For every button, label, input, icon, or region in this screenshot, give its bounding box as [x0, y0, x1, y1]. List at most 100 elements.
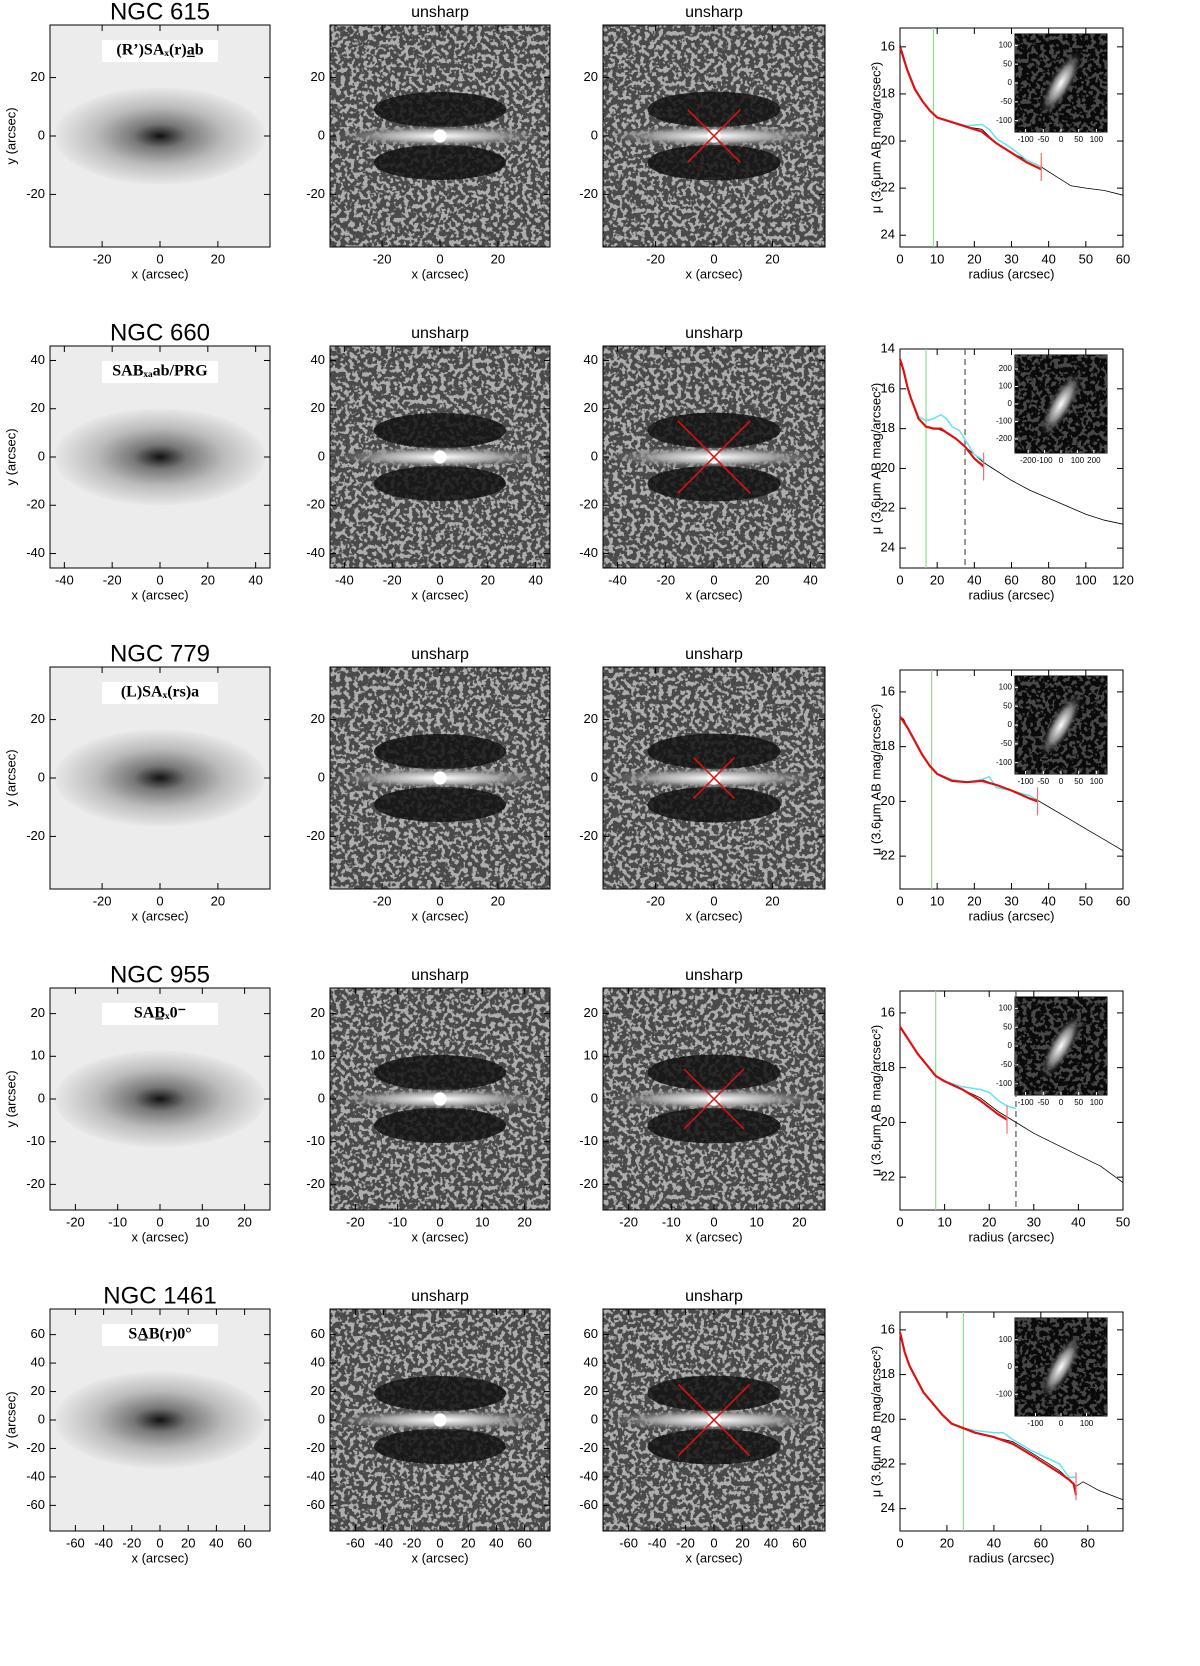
y-axis-label: μ (3.6μm AB mag/arcsec²)	[868, 62, 883, 214]
x-axis-label: x (arcsec)	[131, 908, 188, 923]
panel-title: NGC 615	[110, 0, 210, 25]
y-tick-label: 0	[318, 127, 325, 142]
inset-galaxy	[1039, 1012, 1083, 1080]
x-tick-label: 100	[1075, 572, 1097, 587]
x-tick-label: 0	[710, 1535, 717, 1550]
inset-x-tick-label: -100	[1018, 1098, 1035, 1107]
x-tick-label: -40	[374, 1535, 393, 1550]
inset-y-tick-label: 0	[1008, 720, 1013, 729]
inset-x-tick-label: -50	[1038, 135, 1050, 144]
profile-line	[899, 1026, 1008, 1121]
x-tick-label: 0	[156, 572, 163, 587]
x-tick-label: 60	[1004, 572, 1018, 587]
x-tick-label: -40	[335, 572, 354, 587]
x-tick-label: 0	[896, 1535, 903, 1550]
x-tick-label: 20	[181, 1535, 195, 1550]
y-tick-label: 20	[311, 1005, 325, 1020]
y-tick-label: 20	[881, 793, 895, 808]
y-tick-label: -20	[306, 186, 325, 201]
inset-y-tick-label: -200	[996, 434, 1013, 443]
x-tick-label: 20	[517, 1214, 531, 1229]
x-tick-label: 50	[1079, 893, 1093, 908]
panel-subtitle: (L)SAₓ(rs)a	[121, 684, 199, 701]
x-tick-label: 40	[1041, 251, 1055, 266]
panel-title: unsharp	[411, 646, 469, 663]
y-axis-label: y (arcsec)	[3, 1391, 18, 1448]
inset-x-tick-label: 200	[1087, 456, 1101, 465]
y-tick-label: 0	[318, 1411, 325, 1426]
y-tick-label: -40	[26, 1468, 45, 1483]
y-tick-label: -10	[579, 1133, 598, 1148]
inset-y-tick-label: -100	[996, 758, 1013, 767]
panel-title: unsharp	[411, 967, 469, 984]
x-axis-label: x (arcsec)	[131, 1550, 188, 1565]
panel-title: unsharp	[411, 4, 469, 21]
galaxy	[54, 1371, 266, 1469]
x-axis-label: x (arcsec)	[131, 266, 188, 281]
x-tick-label: 20	[491, 251, 505, 266]
y-tick-label: 10	[584, 1048, 598, 1063]
y-tick-label: 40	[311, 1355, 325, 1370]
y-tick-label: 24	[881, 1500, 895, 1515]
image	[330, 25, 550, 247]
inset-x-tick-label: -100	[1018, 777, 1035, 786]
x-tick-label: 80	[1081, 1535, 1095, 1550]
y-tick-label: 24	[881, 227, 895, 242]
image	[603, 667, 825, 889]
y-tick-label: 16	[881, 1321, 895, 1336]
x-tick-label: 60	[1116, 251, 1130, 266]
nucleus	[433, 771, 447, 785]
x-tick-label: -60	[66, 1535, 85, 1550]
x-tick-label: -20	[656, 572, 675, 587]
x-tick-label: 0	[156, 893, 163, 908]
y-tick-label: 40	[311, 352, 325, 367]
x-tick-label: -40	[94, 1535, 113, 1550]
dark-lobe	[647, 91, 781, 128]
plot-frame	[899, 1311, 1124, 1532]
x-tick-label: 20	[765, 251, 779, 266]
inset-y-tick-label: 100	[999, 1335, 1013, 1344]
y-tick-label: -20	[26, 186, 45, 201]
y-tick-label: 0	[38, 769, 45, 784]
inset-x-tick-label: 50	[1074, 135, 1083, 144]
x-tick-label: 20	[765, 893, 779, 908]
y-tick-label: -20	[306, 1176, 325, 1191]
x-tick-label: 20	[211, 251, 225, 266]
nucleus	[433, 1413, 447, 1427]
image	[330, 667, 550, 889]
y-tick-label: -10	[26, 1133, 45, 1148]
y-tick-label: 0	[591, 1090, 598, 1105]
inset-x-tick-label: 50	[1074, 777, 1083, 786]
nucleus	[433, 1092, 447, 1106]
x-tick-label: 0	[896, 572, 903, 587]
inset-y-tick-label: 100	[999, 1003, 1013, 1012]
inset-x-tick-label: -100	[1027, 1419, 1044, 1428]
x-tick-label: -10	[108, 1214, 127, 1229]
inset-x-tick-label: -50	[1038, 1098, 1050, 1107]
x-tick-label: -20	[373, 251, 392, 266]
y-tick-label: 0	[591, 769, 598, 784]
x-axis-label: radius (arcsec)	[969, 587, 1055, 602]
inset-y-tick-label: -50	[1000, 97, 1012, 106]
x-tick-label: 10	[930, 251, 944, 266]
y-tick-label: 18	[881, 1059, 895, 1074]
inset-y-tick-label: 50	[1003, 701, 1012, 710]
profile-line	[899, 715, 1038, 803]
inset-y-tick-label: 0	[1008, 1362, 1013, 1371]
x-tick-label: -20	[646, 893, 665, 908]
y-tick-label: -20	[26, 1176, 45, 1191]
y-tick-label: 20	[584, 1005, 598, 1020]
y-tick-label: -40	[579, 545, 598, 560]
image	[330, 1309, 550, 1531]
x-tick-label: 20	[792, 1214, 806, 1229]
inset-x-tick-label: -50	[1038, 777, 1050, 786]
inset-y-tick-label: 100	[999, 40, 1013, 49]
x-axis-label: radius (arcsec)	[969, 266, 1055, 281]
x-tick-label: 40	[764, 1535, 778, 1550]
x-tick-label: 20	[755, 572, 769, 587]
inset-galaxy	[1039, 370, 1083, 438]
y-tick-label: 16	[881, 1004, 895, 1019]
y-tick-label: 20	[311, 711, 325, 726]
inset-x-tick-label: -200	[1020, 456, 1037, 465]
